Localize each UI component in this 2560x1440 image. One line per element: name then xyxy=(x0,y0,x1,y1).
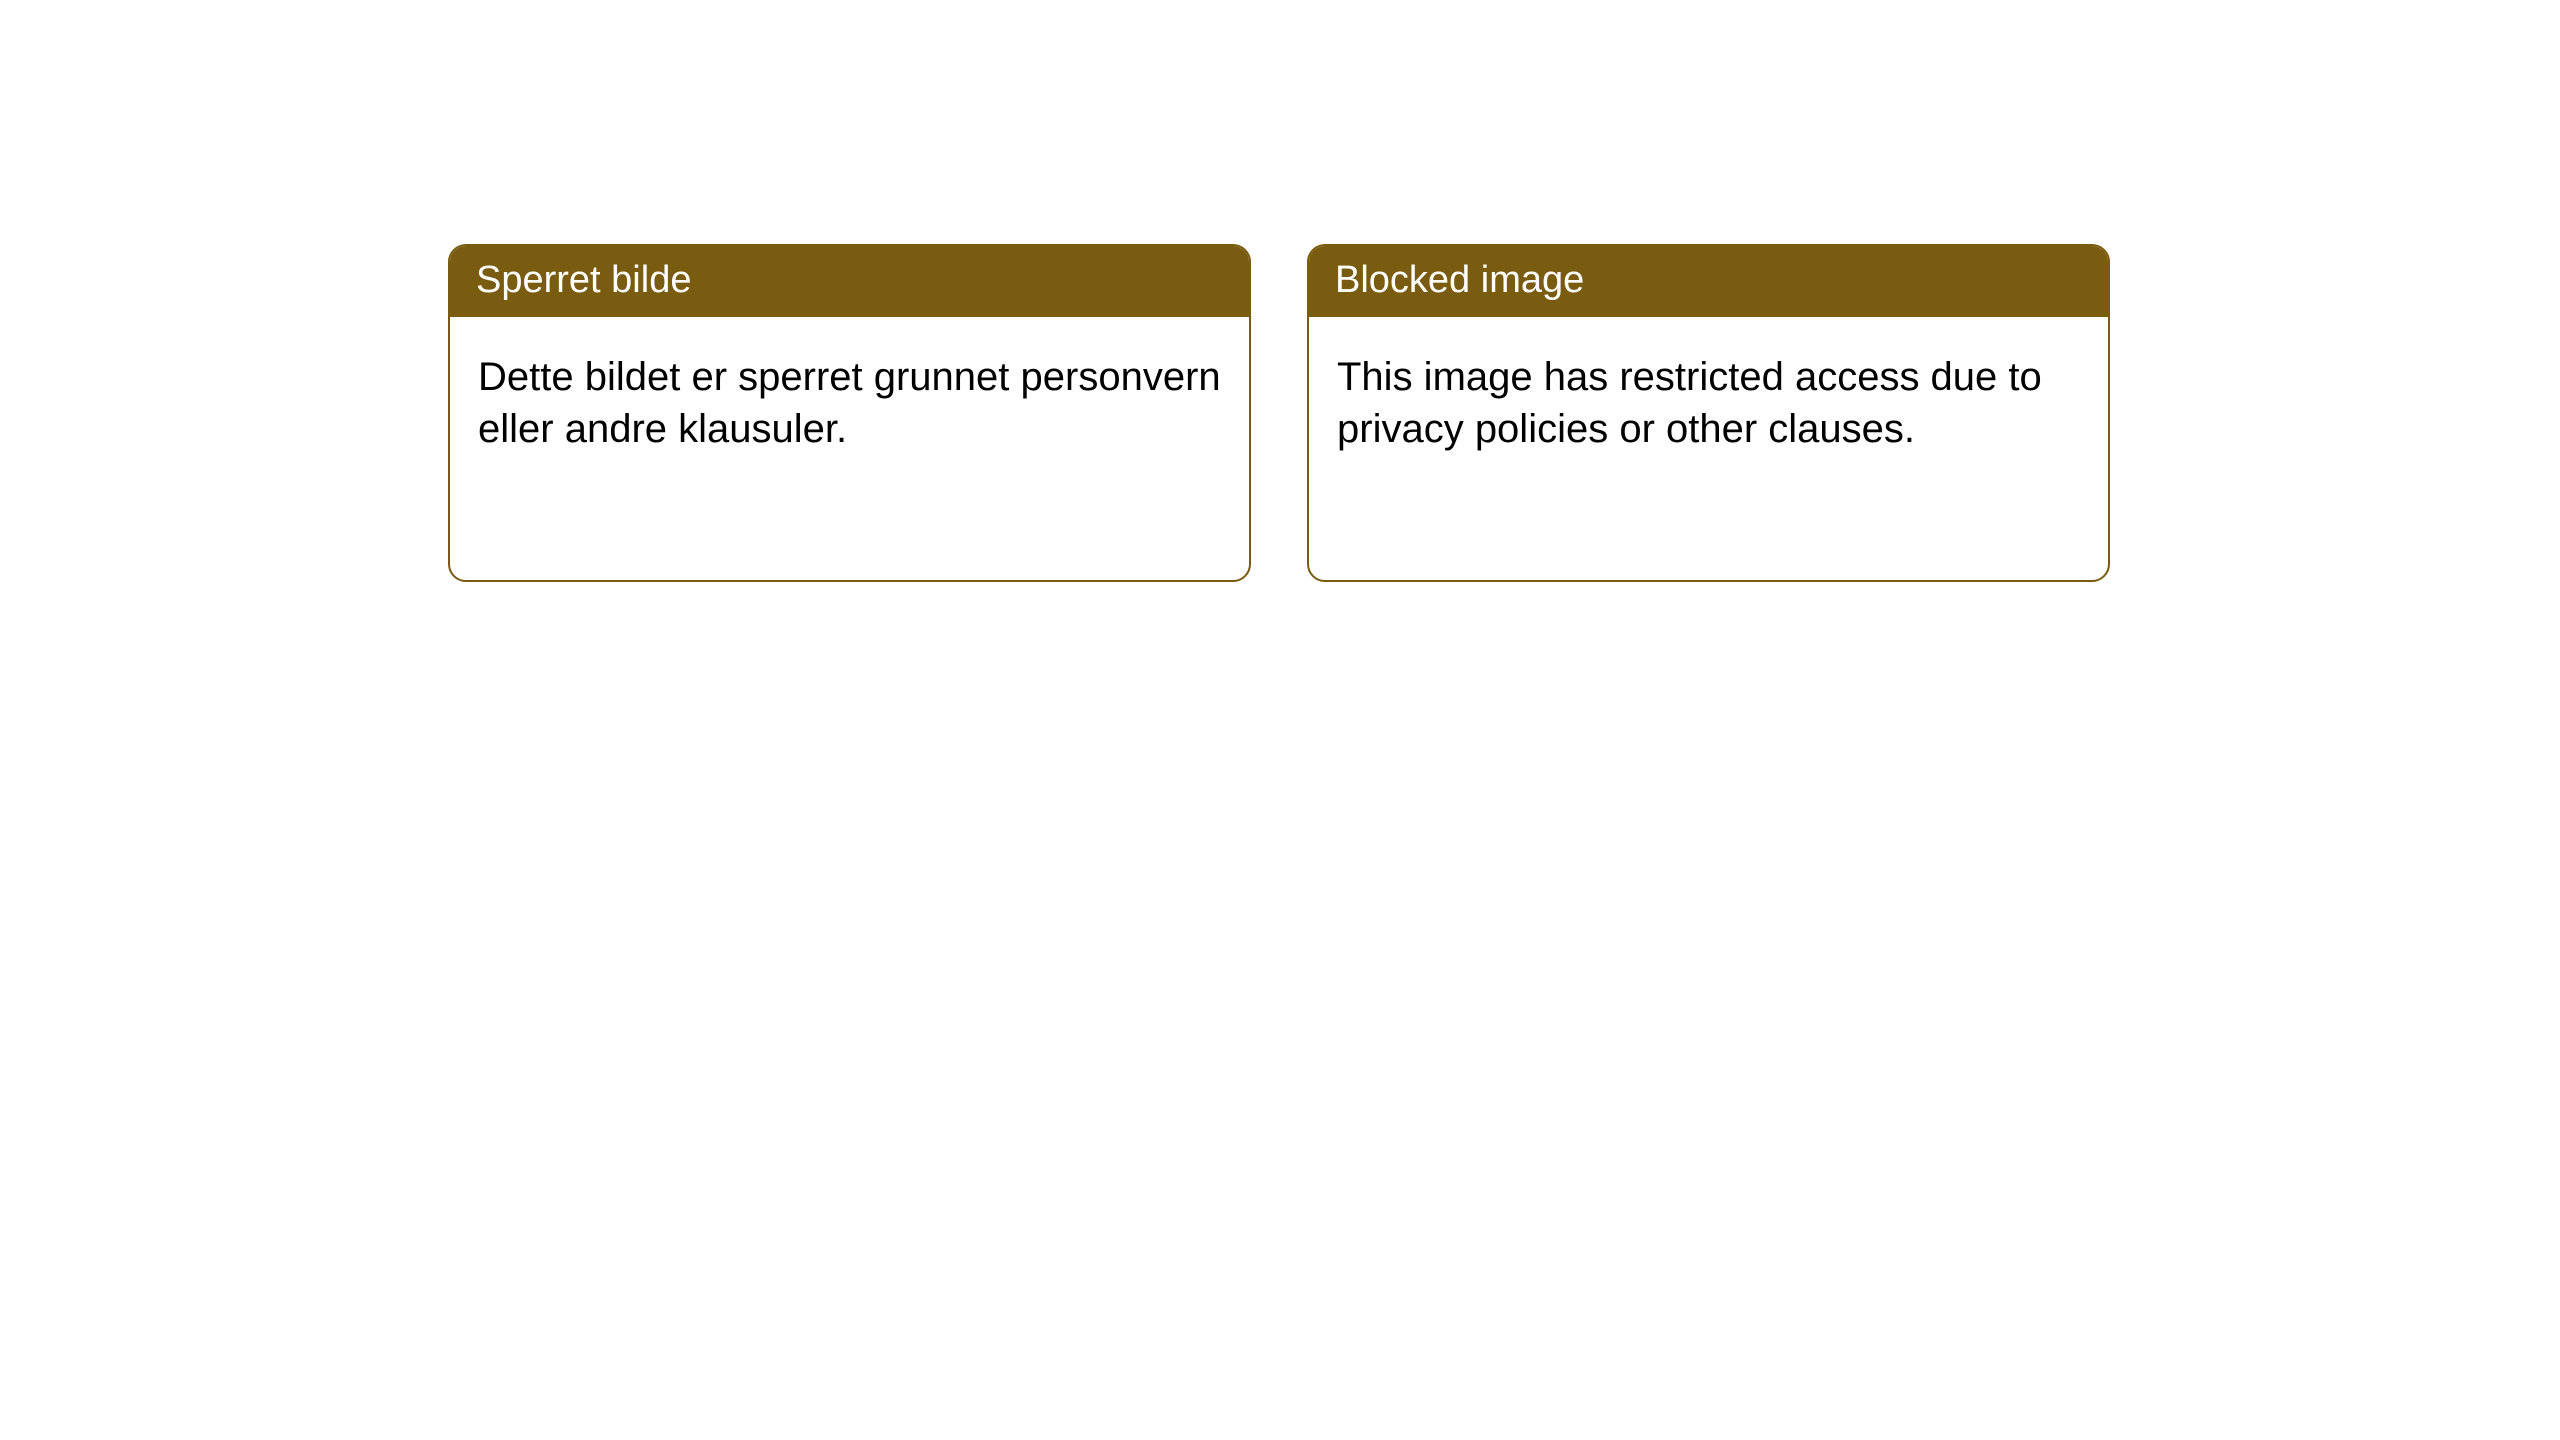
notice-card-english: Blocked image This image has restricted … xyxy=(1307,244,2110,582)
notice-header: Blocked image xyxy=(1309,246,2108,317)
notice-body-text: Dette bildet er sperret grunnet personve… xyxy=(478,355,1221,451)
notice-body: Dette bildet er sperret grunnet personve… xyxy=(450,317,1249,489)
notice-header: Sperret bilde xyxy=(450,246,1249,317)
notice-header-text: Blocked image xyxy=(1335,259,1584,301)
notice-card-norwegian: Sperret bilde Dette bildet er sperret gr… xyxy=(448,244,1251,582)
notice-container: Sperret bilde Dette bildet er sperret gr… xyxy=(0,0,2560,582)
notice-body: This image has restricted access due to … xyxy=(1309,317,2108,489)
notice-body-text: This image has restricted access due to … xyxy=(1337,355,2042,451)
notice-header-text: Sperret bilde xyxy=(476,259,691,301)
